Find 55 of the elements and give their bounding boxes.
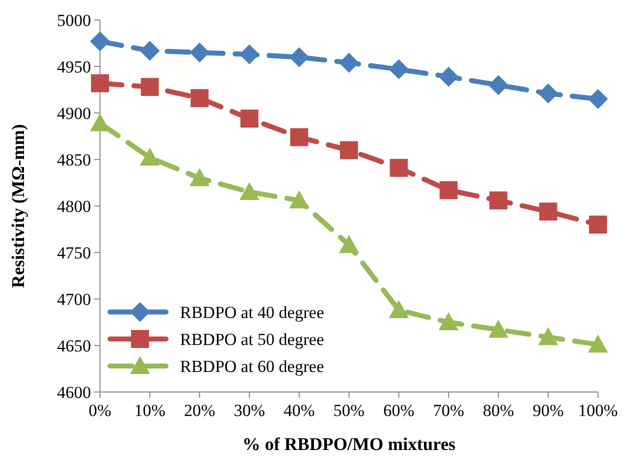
point [239, 182, 260, 200]
point [539, 202, 558, 221]
y-tick-label: 4600 [57, 382, 91, 402]
x-tick-label: 90% [532, 401, 564, 420]
y-tick-label: 4750 [57, 243, 91, 262]
y-tick-label: 4950 [57, 57, 91, 76]
x-tick-label: 10% [134, 401, 166, 420]
point [589, 216, 607, 234]
point [438, 312, 459, 330]
point [388, 300, 409, 318]
point [488, 75, 508, 96]
point [140, 40, 160, 61]
point [140, 148, 160, 166]
x-tick-label: 60% [383, 401, 414, 420]
y-tick-label: 5000 [57, 10, 91, 30]
point [339, 52, 359, 73]
point [588, 334, 608, 353]
point [290, 128, 308, 146]
legend-label: RBDPO at 60 degree [180, 356, 324, 376]
point [438, 66, 459, 87]
point [440, 181, 458, 200]
point [588, 89, 608, 110]
point [339, 235, 359, 254]
point [538, 83, 558, 104]
x-tick-label: 30% [234, 401, 265, 420]
point [140, 78, 159, 96]
x-tick-label: 0% [88, 401, 112, 420]
x-tick-label: 50% [333, 401, 365, 420]
point [488, 320, 508, 338]
x-axis-title: % of RBDPO/MO mixtures [242, 434, 456, 454]
x-tick-label: 70% [433, 401, 464, 420]
point [340, 141, 358, 160]
y-tick-label: 4700 [57, 290, 91, 309]
point [190, 168, 210, 186]
point [390, 158, 408, 177]
y-tick-label: 4650 [57, 336, 91, 356]
point [91, 74, 109, 92]
legend-label: RBDPO at 40 degree [180, 302, 324, 322]
y-axis-title: Resistivity (MΩ-mm) [8, 124, 28, 288]
y-tick-label: 4850 [57, 150, 91, 170]
x-tick-label: 40% [284, 401, 315, 420]
point [289, 47, 310, 68]
y-tick-label: 4800 [57, 196, 91, 216]
x-tick-label: 80% [482, 401, 514, 420]
point [240, 110, 258, 128]
point [388, 59, 409, 80]
x-tick-label: 20% [184, 401, 216, 420]
y-tick-label: 4900 [57, 104, 91, 123]
point [489, 191, 508, 210]
point [289, 190, 310, 208]
legend-label: RBDPO at 50 degree [180, 330, 324, 349]
point [90, 31, 110, 52]
x-tick-label: 100% [578, 401, 618, 420]
point [190, 89, 209, 108]
point [538, 327, 558, 346]
